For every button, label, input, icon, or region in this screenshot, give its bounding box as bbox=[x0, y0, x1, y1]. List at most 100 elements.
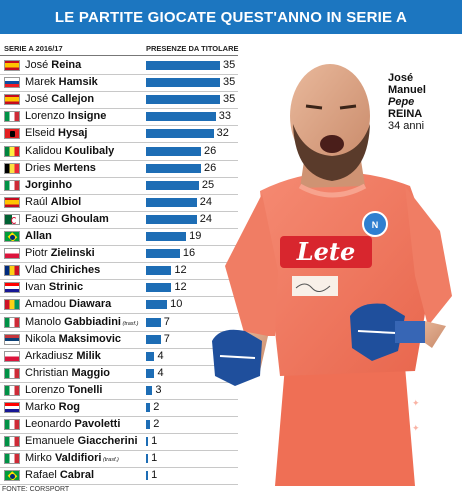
caption-last: REINA bbox=[388, 108, 423, 120]
player-last-name: Reina bbox=[51, 59, 82, 71]
row-separator bbox=[0, 245, 238, 246]
bar bbox=[146, 368, 155, 378]
brazil-flag-icon bbox=[4, 470, 20, 482]
player-last-name: Tonelli bbox=[67, 383, 103, 396]
player-first-name: Mirko bbox=[25, 452, 55, 465]
caption-nick: Pepe bbox=[388, 96, 415, 108]
player-row: Elseid Hysaj 32 bbox=[0, 125, 240, 144]
player-name: Allan bbox=[25, 230, 52, 242]
row-separator bbox=[0, 364, 238, 366]
player-row: José Callejon 35 bbox=[0, 91, 240, 110]
row-separator bbox=[0, 262, 238, 264]
bar-value-label: 24 bbox=[199, 212, 212, 225]
row-separator bbox=[0, 279, 238, 281]
bar-value-label: 1 bbox=[151, 435, 158, 448]
bar-value-label: 4 bbox=[157, 366, 164, 379]
player-first-name: Marko bbox=[25, 401, 59, 413]
bar bbox=[146, 317, 161, 327]
senegal-flag-icon bbox=[4, 145, 20, 157]
bar-value-label: 4 bbox=[157, 349, 164, 362]
italy-flag-icon bbox=[4, 111, 20, 123]
player-first-name: Elseid bbox=[25, 127, 59, 140]
player-name: Elseid Hysaj bbox=[25, 127, 87, 139]
row-separator bbox=[0, 398, 238, 400]
bar-value-label: 12 bbox=[174, 264, 187, 277]
bar-value-label: 35 bbox=[223, 76, 236, 89]
player-first-name: Amadou bbox=[25, 298, 70, 311]
spain-flag-icon bbox=[4, 60, 20, 71]
bar bbox=[146, 454, 149, 464]
player-row: Faouzi Ghoulam 24 bbox=[0, 211, 240, 229]
player-row: Manolo Gabbiadini (trasf.) 7 bbox=[0, 314, 240, 332]
player-row: Mirko Valdifiori (trasf.) 1 bbox=[0, 450, 240, 469]
bar-value-label: 26 bbox=[203, 144, 217, 157]
player-first-name: Christian bbox=[25, 366, 72, 379]
brazil-flag-icon bbox=[4, 231, 20, 242]
player-last-name: Mertens bbox=[53, 161, 96, 174]
bar-value-label: 7 bbox=[163, 315, 170, 328]
player-name: Rafael Cabral bbox=[25, 469, 94, 481]
player-first-name: Piotr bbox=[25, 247, 51, 260]
italy-flag-icon bbox=[4, 367, 20, 379]
bar bbox=[146, 232, 187, 241]
row-separator bbox=[0, 227, 238, 229]
row-separator bbox=[0, 91, 238, 93]
player-first-name: José bbox=[25, 59, 52, 71]
player-name: Vlad Chiriches bbox=[25, 264, 100, 276]
caption-middle: Manuel bbox=[388, 84, 426, 96]
player-first-name: Faouzi bbox=[25, 212, 62, 225]
chart-title: LE PARTITE GIOCATE QUEST'ANNO IN SERIE A bbox=[54, 8, 408, 26]
row-separator bbox=[0, 347, 238, 349]
player-last-name: Rog bbox=[58, 401, 81, 413]
italy-flag-icon bbox=[4, 419, 20, 431]
bar bbox=[146, 214, 197, 224]
player-name: Kalidou Koulibaly bbox=[25, 145, 114, 157]
player-last-name: Maggio bbox=[71, 366, 110, 379]
player-name: Christian Maggio bbox=[25, 367, 110, 379]
player-name: Lorenzo Tonelli bbox=[25, 384, 102, 396]
player-first-name: Ivan bbox=[25, 281, 49, 294]
player-row: Arkadiusz Milik 4 bbox=[0, 348, 240, 366]
player-last-name: Gabbiadini bbox=[64, 315, 121, 328]
row-separator bbox=[0, 330, 238, 332]
player-row: Raúl Albiol 24 bbox=[0, 194, 240, 212]
bar bbox=[146, 420, 151, 430]
player-first-name: Dries bbox=[25, 161, 54, 174]
guinea-flag-icon bbox=[4, 299, 20, 311]
player-photo: N Lete ✦ ✦ bbox=[212, 64, 452, 486]
italy-flag-icon bbox=[4, 179, 20, 191]
player-first-name: Lorenzo bbox=[25, 110, 68, 123]
row-separator bbox=[0, 74, 238, 75]
player-first-name: Raúl bbox=[25, 195, 51, 208]
bar-value-label: 3 bbox=[155, 383, 162, 396]
player-last-name: Zielinski bbox=[50, 247, 95, 260]
row-separator bbox=[0, 433, 238, 435]
player-first-name: Nikola bbox=[25, 332, 59, 345]
player-row: Leonardo Pavoletti 2 bbox=[0, 416, 240, 435]
player-name: Arkadiusz Milik bbox=[25, 350, 101, 362]
row-separator bbox=[0, 484, 238, 486]
row-separator bbox=[0, 450, 238, 452]
row-separator bbox=[0, 108, 238, 110]
bar-value-label: 33 bbox=[218, 110, 232, 123]
row-separator bbox=[0, 416, 238, 417]
player-name: Piotr Zielinski bbox=[25, 247, 95, 259]
bar bbox=[146, 403, 151, 412]
bar-value-label: 35 bbox=[223, 93, 236, 106]
bar bbox=[146, 437, 149, 447]
player-last-name: Koulibaly bbox=[64, 144, 115, 157]
player-row: Lorenzo Tonelli 3 bbox=[0, 382, 240, 400]
player-last-name: Callejon bbox=[51, 93, 95, 106]
row-separator bbox=[0, 142, 238, 144]
player-last-name: Maksimovic bbox=[58, 332, 121, 345]
spain-flag-icon bbox=[4, 94, 20, 106]
bar bbox=[146, 78, 220, 88]
bar-value-label: 26 bbox=[203, 161, 217, 174]
player-first-name: Marek bbox=[25, 76, 59, 89]
player-last-name: Diawara bbox=[69, 298, 112, 311]
player-last-name: Albiol bbox=[50, 195, 82, 208]
bar bbox=[146, 283, 172, 293]
player-row: Vlad Chiriches 12 bbox=[0, 262, 240, 281]
player-name: José Reina bbox=[25, 59, 81, 71]
player-last-name: Allan bbox=[25, 230, 52, 242]
